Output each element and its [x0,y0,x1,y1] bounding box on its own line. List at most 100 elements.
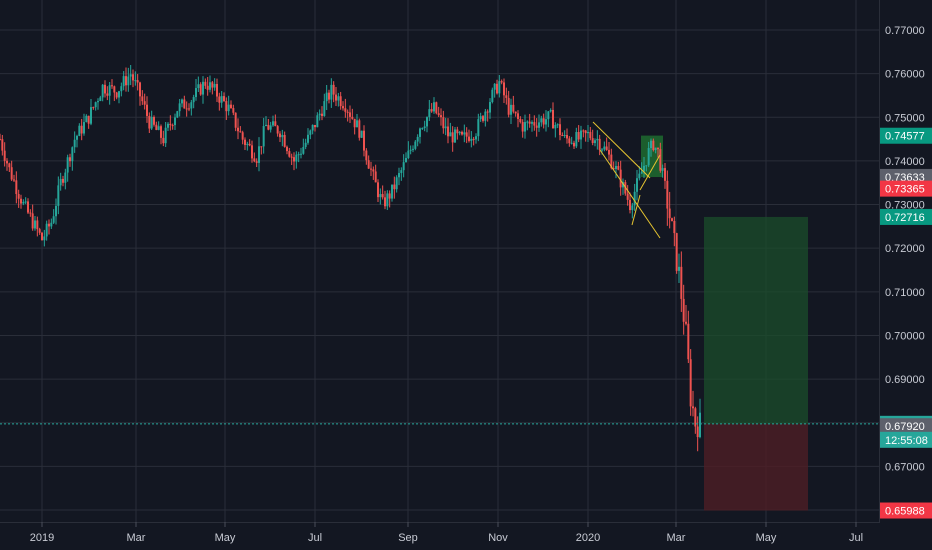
candle-body[interactable] [279,133,281,138]
candle-body[interactable] [223,96,225,102]
candle-body[interactable] [519,118,522,123]
candle-body[interactable] [440,115,442,118]
candle-body[interactable] [230,104,232,109]
candle-body[interactable] [428,109,431,118]
candle-body[interactable] [419,128,421,137]
take-profit-zone[interactable] [704,216,808,424]
candle-body[interactable] [318,113,321,116]
candle-body[interactable] [666,180,669,209]
candle-body[interactable] [85,115,88,123]
candle-body[interactable] [141,96,144,102]
candle-body[interactable] [246,143,249,145]
candle-body[interactable] [29,212,32,214]
candle-body[interactable] [393,184,396,190]
candle-body[interactable] [31,213,34,229]
candle-body[interactable] [52,216,55,223]
price-axis-background[interactable] [880,0,932,550]
candle-body[interactable] [162,137,165,144]
candle-body[interactable] [211,82,214,88]
candle-body[interactable] [330,84,333,100]
candle-body[interactable] [377,182,379,198]
candle-body[interactable] [265,124,267,127]
candle-body[interactable] [615,166,617,169]
candle-body[interactable] [407,150,410,159]
candle-body[interactable] [654,147,657,151]
candle-body[interactable] [288,151,291,157]
candle-body[interactable] [276,126,279,134]
candle-body[interactable] [461,131,463,135]
candle-body[interactable] [426,117,428,127]
candle-body[interactable] [687,323,690,360]
candle-body[interactable] [295,154,298,162]
candle-body[interactable] [36,220,39,230]
candle-body[interactable] [517,113,519,119]
candle-body[interactable] [591,138,594,144]
candle-body[interactable] [643,165,645,172]
candle-body[interactable] [101,84,104,98]
candle-body[interactable] [27,201,29,213]
candle-body[interactable] [328,92,330,100]
candle-body[interactable] [647,148,650,166]
candle-body[interactable] [20,198,22,204]
candle-body[interactable] [582,130,585,132]
candle-body[interactable] [435,102,438,114]
candle-body[interactable] [351,116,354,119]
candle-body[interactable] [253,158,256,162]
candle-body[interactable] [248,143,251,146]
candle-body[interactable] [673,220,676,234]
candle-body[interactable] [192,97,195,103]
candle-body[interactable] [447,126,449,137]
candle-body[interactable] [197,84,200,89]
candle-body[interactable] [283,134,286,147]
candle-body[interactable] [134,80,137,82]
candle-body[interactable] [454,129,456,143]
candle-body[interactable] [449,132,452,137]
candle-body[interactable] [363,130,365,151]
candle-body[interactable] [657,147,659,150]
candle-body[interactable] [304,142,307,147]
candle-body[interactable] [45,223,48,237]
candle-body[interactable] [626,193,629,200]
candle-body[interactable] [258,146,260,163]
candle-body[interactable] [293,157,295,162]
candle-body[interactable] [160,126,162,138]
candle-body[interactable] [0,139,1,141]
candle-body[interactable] [631,205,634,211]
candle-body[interactable] [484,111,487,121]
candle-body[interactable] [636,178,638,192]
candle-body[interactable] [437,113,440,116]
candle-body[interactable] [185,108,188,110]
candle-body[interactable] [402,162,405,171]
candle-body[interactable] [274,121,277,127]
candle-body[interactable] [556,124,559,126]
candle-body[interactable] [570,142,573,144]
candle-body[interactable] [370,168,372,170]
candle-body[interactable] [566,134,568,139]
candle-body[interactable] [367,160,370,169]
candle-body[interactable] [638,173,641,179]
candle-body[interactable] [456,129,459,134]
candle-body[interactable] [244,139,246,145]
candle-body[interactable] [171,125,174,127]
candle-body[interactable] [255,161,258,163]
candle-body[interactable] [227,104,230,112]
candle-body[interactable] [41,232,43,241]
candle-body[interactable] [99,97,102,102]
candle-body[interactable] [13,179,15,181]
candle-body[interactable] [608,149,610,155]
candle-body[interactable] [113,86,116,93]
candle-body[interactable] [629,199,631,211]
candle-body[interactable] [594,140,596,144]
candle-body[interactable] [528,121,531,124]
candle-body[interactable] [554,125,557,129]
time-axis-background[interactable] [0,523,880,550]
candle-body[interactable] [94,102,97,108]
candle-body[interactable] [405,158,407,163]
candle-body[interactable] [69,157,71,162]
candle-body[interactable] [587,131,589,134]
candle-body[interactable] [412,148,414,150]
candle-body[interactable] [507,97,510,115]
candle-body[interactable] [237,127,239,132]
candle-body[interactable] [3,150,6,161]
candle-body[interactable] [38,229,41,233]
